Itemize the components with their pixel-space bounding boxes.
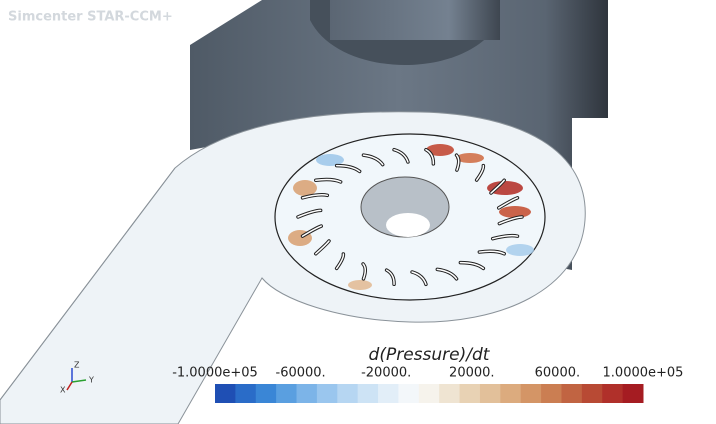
blade-face <box>491 234 519 240</box>
color-step <box>479 384 501 403</box>
blob <box>426 144 454 156</box>
color-step <box>500 384 522 403</box>
color-step <box>541 384 562 403</box>
blade-face <box>459 261 485 270</box>
color-step <box>276 384 298 403</box>
blade-face <box>478 250 505 255</box>
colorbar-label: 60000. <box>535 366 581 381</box>
blade-face <box>335 253 345 270</box>
blob <box>506 244 534 256</box>
color-step <box>357 384 379 403</box>
blade-face <box>315 240 330 255</box>
color-step <box>255 384 277 403</box>
color-step <box>622 384 644 403</box>
blades <box>296 147 524 287</box>
triad-y <box>71 379 87 383</box>
blob <box>487 181 523 195</box>
blade-face <box>490 179 505 194</box>
blade-face <box>301 225 322 237</box>
blob <box>499 206 531 218</box>
colorbar <box>215 384 644 403</box>
color-step <box>439 384 461 403</box>
blade-face <box>335 164 361 173</box>
blob <box>293 180 317 196</box>
color-step <box>602 384 624 403</box>
color-step <box>316 384 338 403</box>
colorbar-label: -20000. <box>361 366 411 381</box>
color-step <box>581 384 603 403</box>
pipe <box>330 0 500 40</box>
color-step <box>215 384 236 403</box>
blade-face <box>498 216 523 225</box>
colorbar-label: 1.0000e+05 <box>603 366 684 381</box>
blade-face <box>393 148 409 163</box>
color-step <box>235 384 257 403</box>
colorbar-label: -1.0000e+05 <box>172 366 258 381</box>
blade-face <box>362 263 367 280</box>
blade-face <box>301 194 329 199</box>
field-blobs <box>288 144 534 290</box>
app-title: Simcenter STAR-CCM+ <box>8 10 173 25</box>
triad-x-label: X <box>60 386 66 395</box>
colorbar-label: -60000. <box>276 366 326 381</box>
blade-face <box>385 269 395 286</box>
colorbar-labels: -1.0000e+05 -60000. -20000. 20000. 60000. 1.0… <box>172 366 683 381</box>
inlet-edge <box>0 167 176 401</box>
color-step <box>296 384 318 403</box>
legend-title: d(Pressure)/dt <box>369 345 491 365</box>
hub-inner <box>386 213 430 237</box>
triad-x <box>66 381 73 391</box>
blade-face <box>455 154 460 171</box>
color-step <box>398 384 420 403</box>
colorbar-label: 20000. <box>449 366 495 381</box>
color-step <box>520 384 542 403</box>
color-step <box>337 384 359 403</box>
blade-face <box>425 148 435 165</box>
blade-face <box>475 164 485 181</box>
blade-face <box>362 154 384 166</box>
blob <box>456 153 484 163</box>
blade-face <box>498 197 519 209</box>
color-step <box>459 384 481 403</box>
blade-face <box>315 178 342 183</box>
blob <box>348 280 372 290</box>
color-step <box>378 384 399 403</box>
blade-face <box>411 271 427 286</box>
blob <box>316 154 344 166</box>
color-step <box>561 384 583 403</box>
color-step <box>418 384 440 403</box>
blade-face <box>297 209 322 218</box>
triad-y-label: Y <box>88 376 94 385</box>
triad-z-label: Z <box>74 361 80 370</box>
blade-face <box>436 268 458 280</box>
